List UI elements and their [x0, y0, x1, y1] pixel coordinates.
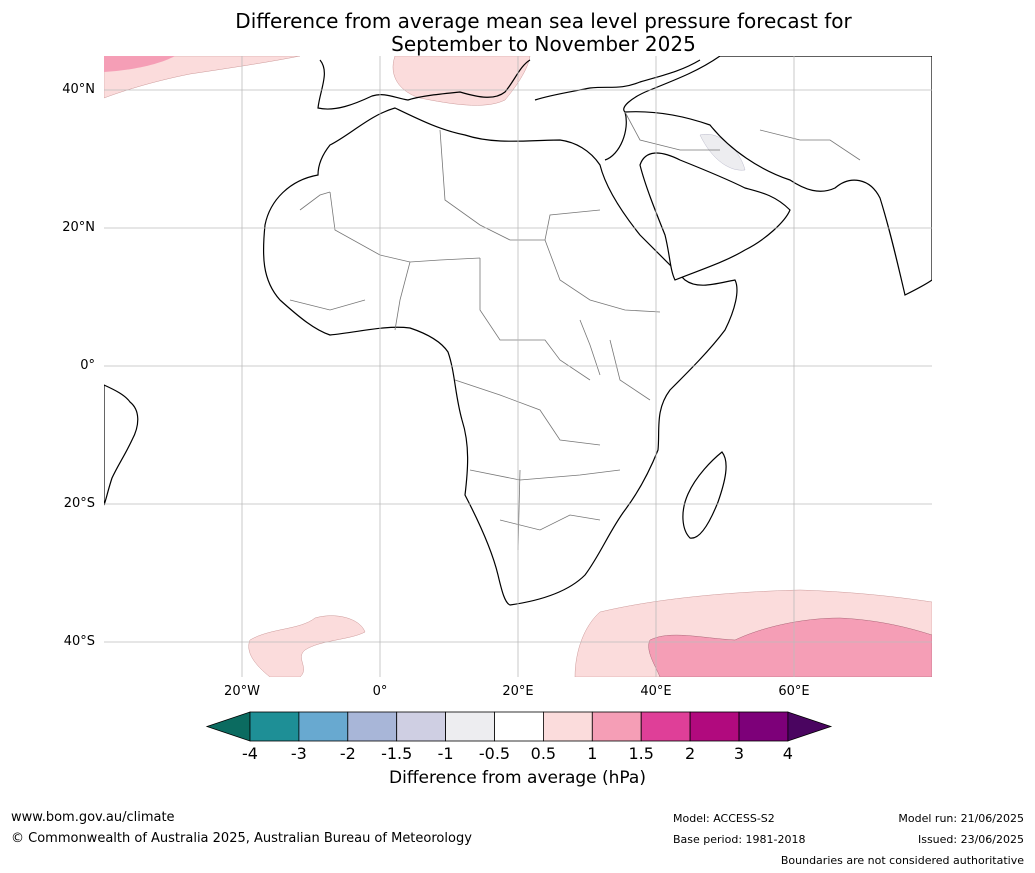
colorbar-title: Difference from average (hPa) — [389, 768, 646, 788]
footer-disclaimer: Boundaries are not considered authoritat… — [780, 854, 1024, 867]
africa-landmass — [262, 107, 738, 606]
lat-label: 40°S — [63, 634, 95, 649]
middle-east-landmass — [604, 56, 932, 296]
footer-copyright: © Commonwealth of Australia 2025, Austra… — [11, 831, 472, 846]
colorbar-cell — [494, 711, 544, 742]
colorbar-tick-label: -1 — [437, 744, 454, 763]
footer-url: www.bom.gov.au/climate — [11, 810, 175, 825]
anomaly-southern-ocean-strong — [648, 617, 932, 677]
anomaly-iran-negative — [699, 133, 746, 171]
colorbar-cell — [347, 711, 398, 742]
anomaly-north-atlantic-positive — [104, 56, 301, 99]
chart-title: Difference from average mean sea level p… — [0, 10, 1035, 56]
country-boundaries — [289, 111, 861, 551]
title-line-1: Difference from average mean sea level p… — [235, 9, 852, 33]
footer-issued: Issued: 23/06/2025 — [917, 833, 1024, 846]
colorbar-tick-label: -2 — [339, 744, 356, 763]
lon-label: 40°E — [640, 684, 672, 699]
colorbar-tick-label: 2 — [685, 744, 696, 763]
title-line-2: September to November 2025 — [391, 32, 696, 56]
anomaly-north-atlantic-strong — [104, 56, 175, 72]
lon-label: 20°E — [502, 684, 534, 699]
colorbar-cell — [396, 711, 447, 742]
colorbar-tick-label: 0.5 — [530, 744, 557, 763]
colorbar-cell — [543, 711, 593, 742]
south-america-coast — [104, 384, 139, 506]
footer-model-run: Model run: 21/06/2025 — [898, 812, 1024, 825]
colorbar-cell — [689, 711, 740, 742]
footer-base-period: Base period: 1981-2018 — [673, 833, 806, 846]
lon-label: 20°W — [224, 684, 260, 699]
anomaly-mediterranean-positive — [392, 56, 531, 106]
colorbar-tick-label: -1.5 — [381, 744, 413, 763]
anomaly-south-atlantic-positive — [248, 615, 366, 677]
colorbar-cell — [640, 711, 691, 742]
lat-label: 20°N — [62, 220, 95, 235]
colorbar-tick-label: 1.5 — [628, 744, 654, 763]
lon-label: 0° — [372, 684, 388, 699]
footer-model: Model: ACCESS-S2 — [673, 812, 775, 825]
colorbar-tick-label: -3 — [290, 744, 307, 763]
colorbar-tick-label: 4 — [782, 744, 793, 763]
madagascar — [682, 451, 727, 539]
lat-label: 20°S — [63, 496, 95, 511]
colorbar-extend-low — [205, 711, 251, 742]
colorbar-tick-label: -0.5 — [478, 744, 511, 763]
colorbar-extend-high — [787, 711, 833, 742]
colorbar-tick-label: 3 — [733, 744, 745, 763]
colorbar-cell — [738, 711, 789, 742]
colorbar-tick-label: -4 — [242, 744, 258, 763]
colorbar-cell — [249, 711, 300, 742]
lat-label: 40°N — [62, 82, 95, 97]
graticule — [104, 56, 932, 677]
europe-landmass — [317, 59, 701, 110]
colorbar-tick-label: 1 — [587, 744, 598, 763]
lat-label: 0° — [80, 358, 95, 373]
colorbar-cell — [298, 711, 349, 742]
colorbar-cell — [591, 711, 642, 742]
colorbar-cell — [445, 711, 495, 742]
lon-label: 60°E — [778, 684, 810, 699]
